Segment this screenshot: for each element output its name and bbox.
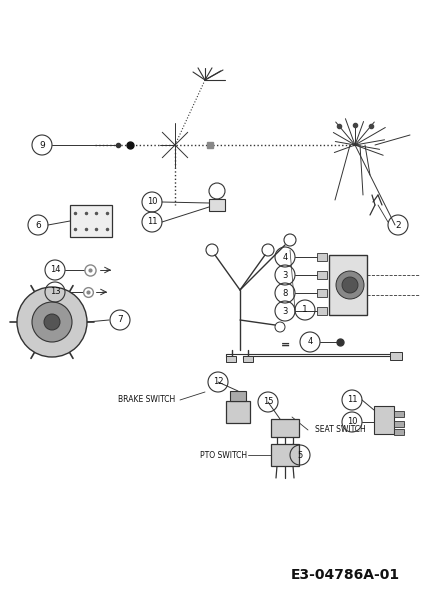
Bar [226, 356, 236, 362]
Bar [209, 199, 225, 211]
Text: 6: 6 [35, 220, 41, 229]
Text: 1: 1 [302, 305, 308, 314]
Circle shape [44, 314, 60, 330]
Bar [226, 401, 250, 423]
Text: 7: 7 [117, 316, 123, 325]
Text: 10: 10 [147, 197, 157, 206]
Bar [317, 271, 327, 279]
Text: 8: 8 [282, 289, 288, 298]
Circle shape [336, 271, 364, 299]
Text: 9: 9 [39, 140, 45, 149]
Bar [70, 205, 112, 237]
Text: 3: 3 [282, 271, 288, 280]
Bar [317, 253, 327, 261]
Bar [317, 289, 327, 297]
Bar [243, 356, 253, 362]
Bar [329, 255, 367, 315]
Text: 12: 12 [213, 377, 223, 386]
Bar [394, 411, 404, 417]
Text: SEAT SWITCH: SEAT SWITCH [315, 425, 366, 434]
Text: 11: 11 [347, 395, 357, 404]
Circle shape [32, 302, 72, 342]
Bar [394, 429, 404, 435]
Text: 13: 13 [50, 287, 60, 296]
Bar [271, 444, 299, 466]
Text: 4: 4 [307, 337, 312, 346]
Text: 3: 3 [282, 307, 288, 316]
Bar [394, 421, 404, 427]
Text: 10: 10 [347, 418, 357, 427]
Text: =: = [280, 340, 290, 350]
Text: 2: 2 [395, 220, 401, 229]
Bar [271, 419, 299, 437]
Bar [374, 406, 394, 434]
Text: BRAKE SWITCH: BRAKE SWITCH [118, 395, 175, 404]
Bar [390, 352, 402, 360]
Text: 14: 14 [50, 265, 60, 275]
Text: PTO SWITCH: PTO SWITCH [200, 451, 247, 460]
Bar [317, 307, 327, 315]
Text: 15: 15 [263, 397, 273, 407]
Bar [230, 391, 246, 401]
Text: E3-04786A-01: E3-04786A-01 [291, 568, 400, 582]
Text: 4: 4 [282, 253, 287, 262]
Text: 5: 5 [297, 451, 303, 460]
Text: 11: 11 [147, 217, 157, 226]
Circle shape [17, 287, 87, 357]
Circle shape [342, 277, 358, 293]
